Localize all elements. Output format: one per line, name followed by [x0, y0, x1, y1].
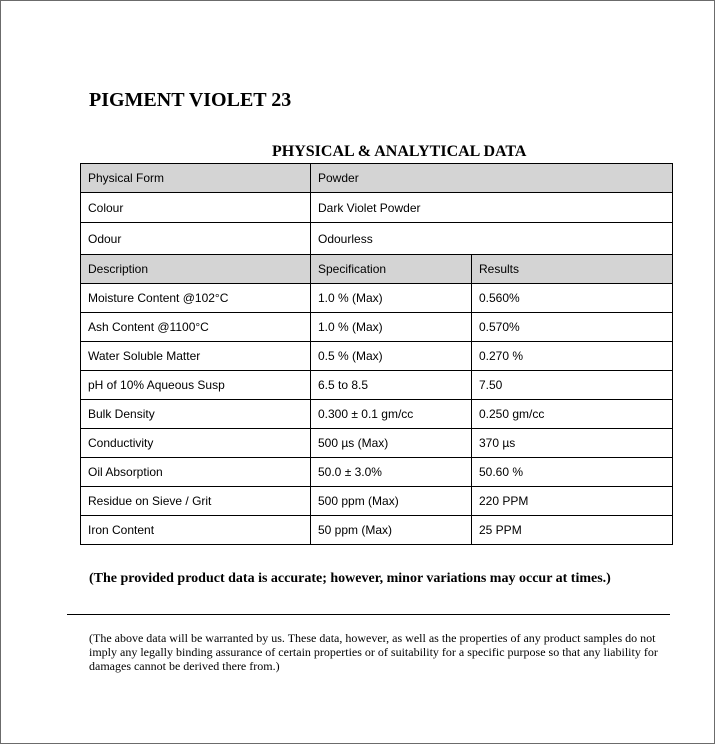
cell-result: 220 PPM	[471, 486, 673, 516]
cell-description: Iron Content	[80, 515, 311, 545]
table-row: Physical Form Powder	[80, 163, 673, 193]
cell-specification: 500 ppm (Max)	[310, 486, 472, 516]
physical-value: Powder	[310, 163, 673, 193]
cell-specification: 6.5 to 8.5	[310, 370, 472, 400]
table-row: Iron Content 50 ppm (Max) 25 PPM	[80, 515, 673, 545]
accuracy-note: (The provided product data is accurate; …	[89, 571, 611, 586]
cell-description: Residue on Sieve / Grit	[80, 486, 311, 516]
cell-specification: 0.5 % (Max)	[310, 341, 472, 371]
cell-result: 0.560%	[471, 283, 673, 313]
table-row: Bulk Density 0.300 ± 0.1 gm/cc 0.250 gm/cc	[80, 399, 673, 429]
divider	[67, 614, 670, 615]
header-specification: Specification	[310, 254, 472, 284]
cell-description: Conductivity	[80, 428, 311, 458]
cell-result: 50.60 %	[471, 457, 673, 487]
cell-result: 0.250 gm/cc	[471, 399, 673, 429]
cell-description: Ash Content @1100°C	[80, 312, 311, 342]
disclaimer: (The above data will be warranted by us.…	[89, 631, 658, 673]
table-row: Residue on Sieve / Grit 500 ppm (Max) 220 …	[80, 486, 673, 516]
cell-result: 370 µs	[471, 428, 673, 458]
cell-description: Oil Absorption	[80, 457, 311, 487]
data-table: Physical Form Powder Colour Dark Violet …	[80, 163, 673, 545]
cell-specification: 0.300 ± 0.1 gm/cc	[310, 399, 472, 429]
table-header-row: Description Specification Results	[80, 254, 673, 284]
table-row: Colour Dark Violet Powder	[80, 192, 673, 223]
header-results: Results	[471, 254, 673, 284]
table-row: Water Soluble Matter 0.5 % (Max) 0.270 %	[80, 341, 673, 371]
physical-label: Physical Form	[80, 163, 311, 193]
table-row: pH of 10% Aqueous Susp 6.5 to 8.5 7.50	[80, 370, 673, 400]
physical-label: Colour	[80, 192, 311, 223]
cell-specification: 1.0 % (Max)	[310, 312, 472, 342]
physical-value: Dark Violet Powder	[310, 192, 673, 223]
cell-description: Moisture Content @102°C	[80, 283, 311, 313]
cell-description: Water Soluble Matter	[80, 341, 311, 371]
cell-result: 0.270 %	[471, 341, 673, 371]
cell-description: pH of 10% Aqueous Susp	[80, 370, 311, 400]
table-row: Moisture Content @102°C 1.0 % (Max) 0.560%	[80, 283, 673, 313]
cell-result: 25 PPM	[471, 515, 673, 545]
cell-result: 0.570%	[471, 312, 673, 342]
section-title: PHYSICAL & ANALYTICAL DATA	[272, 143, 527, 160]
document-title: PIGMENT VIOLET 23	[89, 89, 292, 111]
table-row: Ash Content @1100°C 1.0 % (Max) 0.570%	[80, 312, 673, 342]
cell-description: Bulk Density	[80, 399, 311, 429]
table-row: Conductivity 500 µs (Max) 370 µs	[80, 428, 673, 458]
cell-specification: 1.0 % (Max)	[310, 283, 472, 313]
cell-specification: 50.0 ± 3.0%	[310, 457, 472, 487]
physical-value: Odourless	[310, 222, 673, 255]
cell-result: 7.50	[471, 370, 673, 400]
table-row: Odour Odourless	[80, 222, 673, 255]
header-description: Description	[80, 254, 311, 284]
table-row: Oil Absorption 50.0 ± 3.0% 50.60 %	[80, 457, 673, 487]
cell-specification: 50 ppm (Max)	[310, 515, 472, 545]
physical-label: Odour	[80, 222, 311, 255]
cell-specification: 500 µs (Max)	[310, 428, 472, 458]
